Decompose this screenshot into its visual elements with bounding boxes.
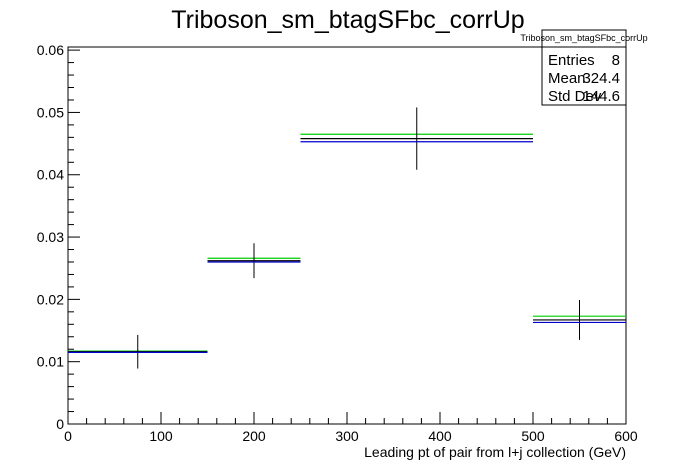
- x-axis: 0 100 200 300 400 500 600: [64, 412, 638, 444]
- x-tick-label: 600: [614, 428, 638, 444]
- x-tick-label: 200: [242, 428, 266, 444]
- x-tick-label: 0: [64, 428, 72, 444]
- stats-box-title: Triboson_sm_btagSFbc_corrUp: [520, 33, 647, 43]
- x-tick-label: 100: [149, 428, 173, 444]
- stats-box-frame: [541, 29, 627, 106]
- x-tick-label: 300: [335, 428, 359, 444]
- stats-entries-value: 8: [612, 52, 620, 69]
- stats-stddev-label: Std Dev: [548, 88, 602, 105]
- y-tick-label: 0.01: [37, 354, 64, 370]
- y-tick-label: 0.04: [37, 167, 64, 183]
- y-tick-label: 0: [56, 416, 64, 432]
- stats-box: Triboson_sm_btagSFbc_corrUp Entries 8 Me…: [520, 29, 648, 106]
- stats-mean-value: 324.4: [582, 70, 620, 87]
- x-tick-label: 500: [521, 428, 545, 444]
- chart-title: Triboson_sm_btagSFbc_corrUp: [171, 6, 524, 34]
- data-series: [68, 107, 626, 369]
- y-tick-label: 0.06: [37, 42, 64, 58]
- y-tick-label: 0.02: [37, 291, 64, 307]
- stats-stddev-value: 144.6: [582, 88, 620, 105]
- y-tick-label: 0.03: [37, 229, 64, 245]
- stats-mean-label: Mean: [548, 70, 586, 87]
- x-axis-title: Leading pt of pair from l+j collection (…: [364, 444, 626, 460]
- stats-entries-label: Entries: [548, 52, 595, 69]
- y-tick-label: 0.05: [37, 104, 64, 120]
- y-axis: 0 0.01 0.02 0.03 0.04 0.05 0.06: [37, 42, 80, 432]
- x-tick-label: 400: [428, 428, 452, 444]
